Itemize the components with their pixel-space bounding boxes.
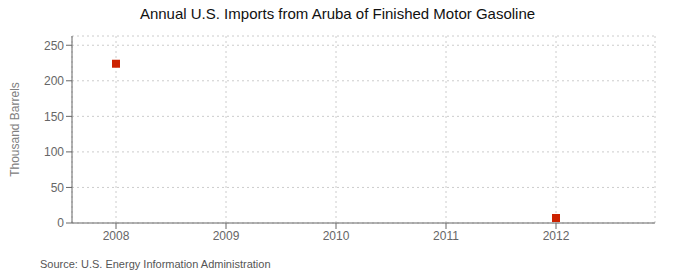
svg-text:250: 250	[44, 39, 64, 53]
svg-text:0: 0	[57, 216, 64, 230]
svg-text:2009: 2009	[213, 229, 240, 243]
svg-text:2012: 2012	[543, 229, 570, 243]
svg-text:2008: 2008	[103, 229, 130, 243]
svg-text:2011: 2011	[433, 229, 459, 243]
svg-text:200: 200	[44, 74, 64, 88]
svg-text:100: 100	[44, 145, 64, 159]
html-text:Annual U.S. Imports from Aruba: Annual U.S. Imports from Aruba of Finish…	[139, 5, 536, 22]
svg-text:50: 50	[51, 181, 65, 195]
svg-text:150: 150	[44, 110, 64, 124]
svg-text:Thousand Barrels: Thousand Barrels	[8, 82, 22, 177]
svg-text:2010: 2010	[323, 229, 350, 243]
html-text:Source: U.S. Energy Informatio: Source: U.S. Energy Information Administ…	[40, 258, 271, 270]
